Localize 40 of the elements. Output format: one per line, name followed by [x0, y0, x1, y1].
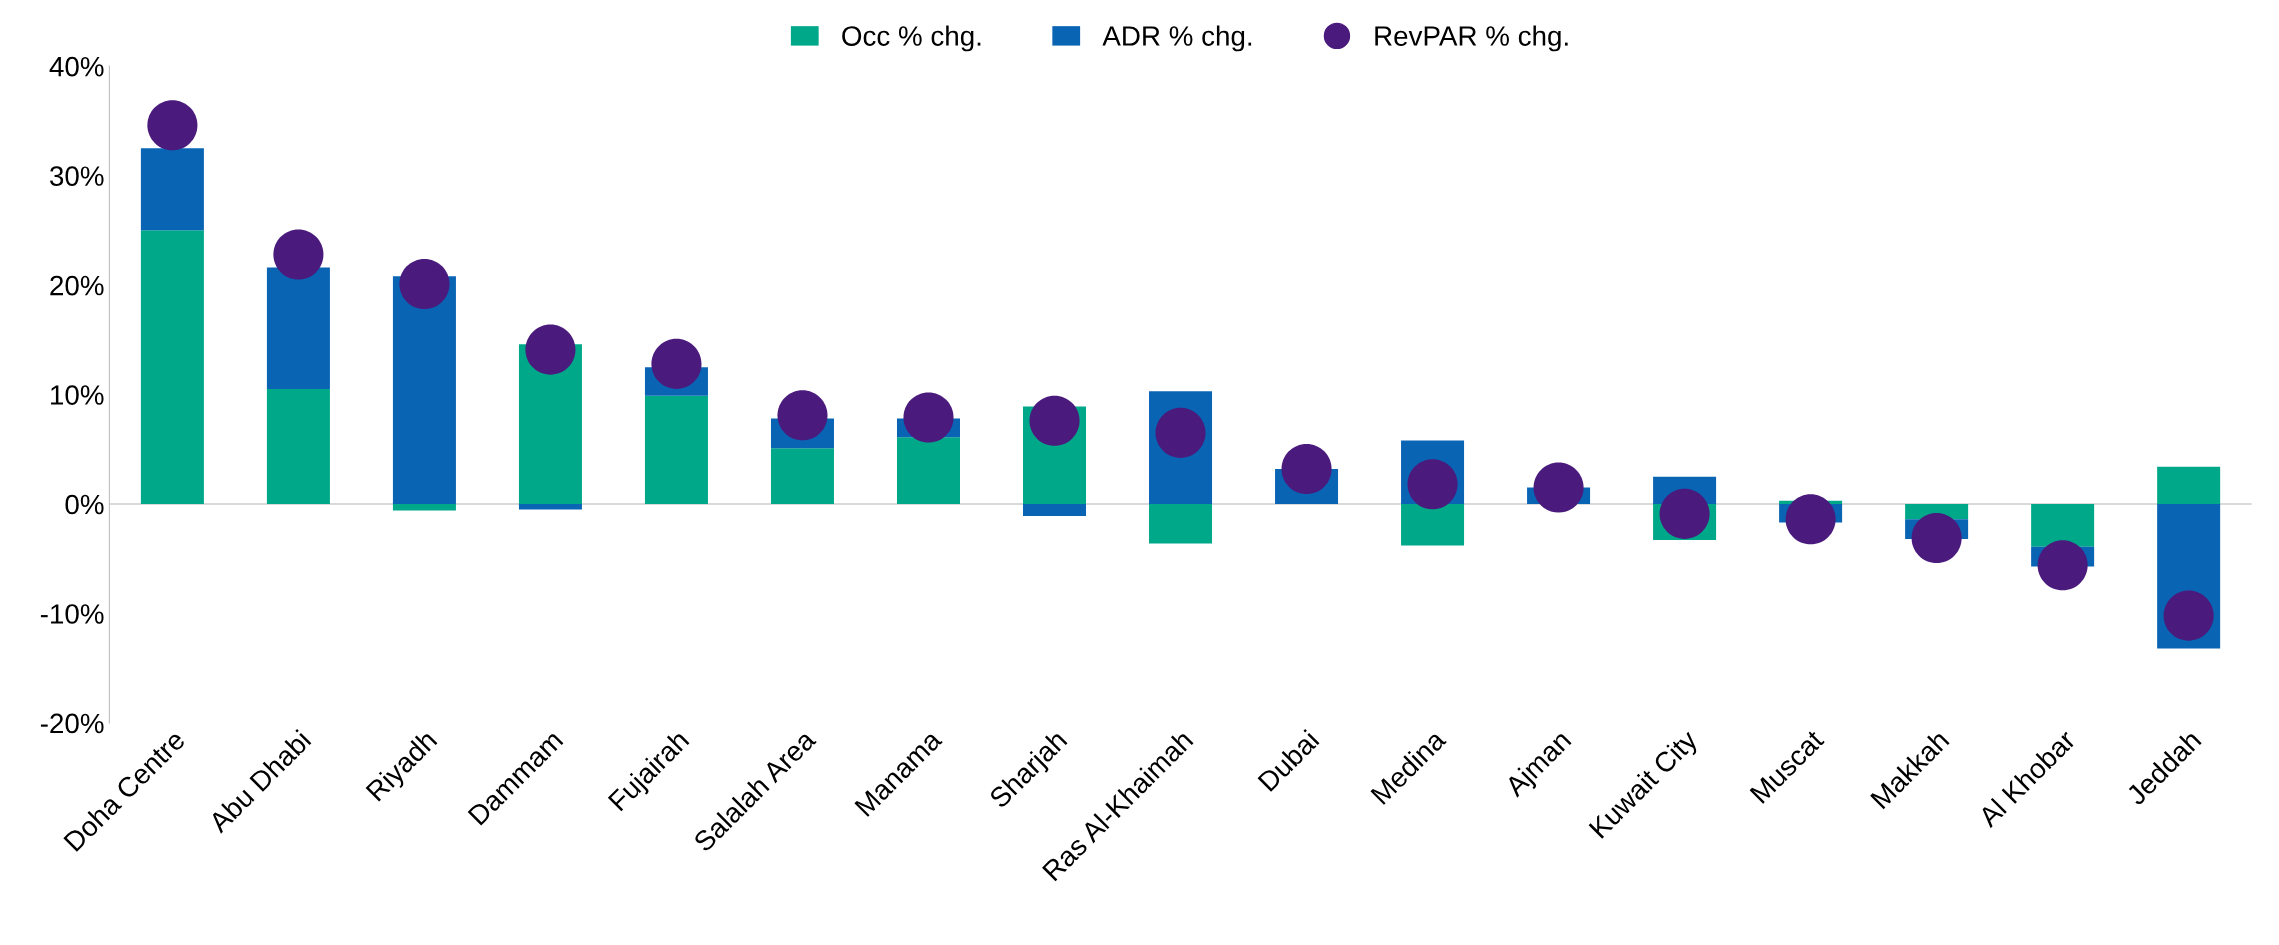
point [903, 392, 954, 443]
legend-label: Occ % chg. [842, 25, 981, 52]
bar [1149, 504, 1213, 544]
y-tick-label: 0% [65, 494, 104, 515]
bar [140, 148, 204, 231]
point [147, 100, 198, 151]
bar [1023, 504, 1087, 517]
bar [392, 504, 456, 511]
y-tick-label: 40% [49, 56, 104, 77]
point [1911, 512, 1962, 563]
bar [770, 448, 834, 504]
point [1281, 443, 1332, 495]
bar [1401, 504, 1465, 546]
bar [266, 267, 330, 390]
y-tick-label: 10% [51, 385, 104, 405]
point [525, 324, 576, 375]
point [651, 338, 702, 389]
point [1785, 494, 1836, 545]
y-tick-label: 30% [50, 166, 104, 186]
y-tick-label: -20% [40, 713, 104, 734]
bar [140, 230, 204, 504]
bar [518, 504, 582, 510]
point [399, 258, 450, 310]
bar [644, 395, 708, 504]
point [1029, 395, 1080, 446]
point [273, 229, 324, 280]
point [1533, 462, 1584, 513]
legend-label: ADR % chg. [1102, 25, 1252, 52]
point [777, 390, 828, 441]
legend-label: RevPAR % chg. [1375, 25, 1568, 52]
bar [896, 437, 960, 504]
point [2037, 540, 2088, 591]
point [1659, 488, 1710, 539]
bar [2157, 466, 2221, 504]
y-tick-label: -10% [40, 604, 104, 624]
bar [266, 389, 330, 504]
bar [392, 276, 456, 504]
point [2163, 590, 2214, 641]
bar [2031, 504, 2095, 547]
y-tick-label: 20% [50, 275, 104, 296]
